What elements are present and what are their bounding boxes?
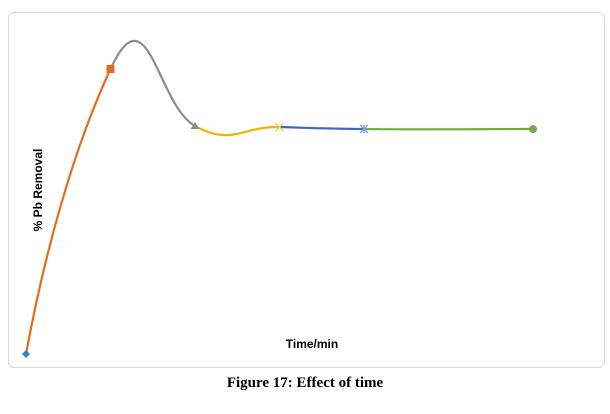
chart-area [8, 12, 605, 368]
data-point-asterisk-marker [359, 124, 369, 134]
data-point-x-marker [275, 122, 284, 132]
series-line-segment-2 [194, 125, 280, 137]
x-axis-label: Time/min [286, 337, 338, 351]
series-line-segment-3 [279, 125, 365, 131]
series-line-segment-1 [109, 39, 196, 127]
y-axis-label: % Pb Removal [31, 149, 45, 232]
data-point-diamond-marker [22, 350, 30, 358]
data-point-circle-marker [529, 125, 537, 134]
data-point-triangle-marker [190, 122, 200, 129]
series-line-segment-0 [24, 68, 112, 355]
data-point-square-marker [106, 65, 115, 73]
figure-caption: Figure 17: Effect of time [226, 375, 384, 391]
